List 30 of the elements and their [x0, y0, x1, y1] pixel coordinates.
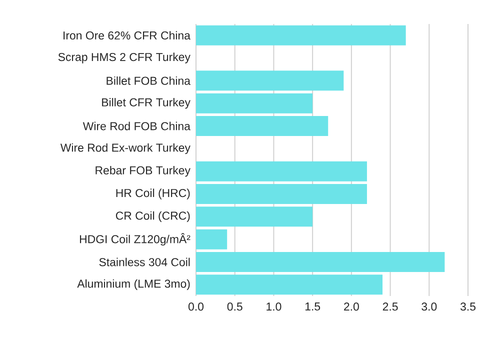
bar — [196, 206, 313, 227]
y-tick-label: Billet CFR Turkey — [102, 98, 190, 109]
bar — [196, 70, 344, 91]
bar — [196, 25, 406, 46]
y-tick-label: HR Coil (HRC) — [116, 188, 190, 200]
x-tick-label: 0.5 — [227, 302, 242, 311]
y-tick-label: Aluminium (LME 3mo) — [77, 279, 190, 290]
y-tick-label: HDGI Coil Z120g/mÂ² — [80, 233, 190, 246]
y-tick-label: Wire Rod Ex-work Turkey — [60, 143, 190, 154]
y-tick-label: Rebar FOB Turkey — [96, 166, 190, 177]
bar — [196, 116, 328, 136]
y-tick-label: Wire Rod FOB China — [82, 122, 190, 130]
bar — [196, 252, 445, 272]
y-tick-label: Stainless 304 Coil — [99, 258, 190, 266]
x-tick-label: 3.5 — [460, 302, 476, 311]
x-tick-label: 3.0 — [422, 302, 437, 311]
x-tick-label: 1.0 — [266, 302, 282, 311]
y-tick-label: Billet FOB China — [106, 76, 190, 85]
x-tick-label: 0.0 — [188, 302, 204, 311]
bar — [196, 93, 313, 114]
bar — [196, 161, 367, 182]
y-tick-label: Scrap HMS 2 CFR Turkey — [58, 52, 190, 64]
x-tick-label: 2.5 — [382, 302, 398, 311]
x-tick-label: 2.0 — [344, 302, 359, 311]
x-tick-label: 1.5 — [305, 302, 320, 311]
y-tick-label: Iron Ore 62% CFR China — [64, 31, 190, 40]
bar — [196, 229, 228, 250]
bar — [196, 274, 383, 295]
bar — [196, 184, 367, 204]
y-tick-label: CR Coil (CRC) — [116, 211, 190, 222]
